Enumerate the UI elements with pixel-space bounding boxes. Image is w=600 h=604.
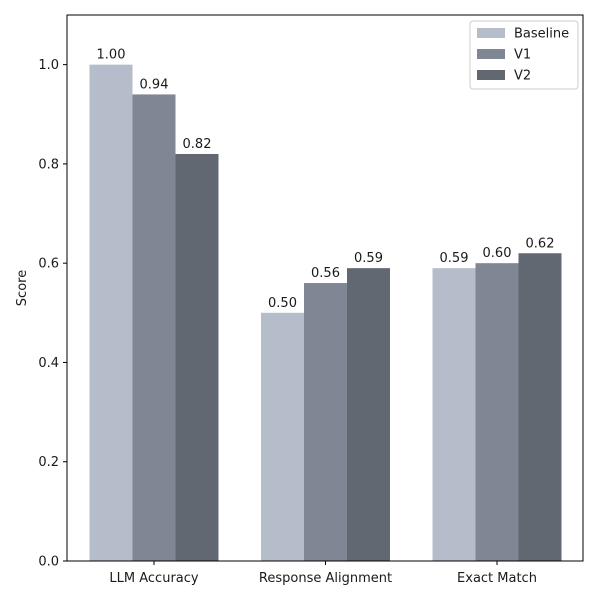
legend: Baseline V1 V2 — [469, 20, 579, 90]
bar-v1-0 — [132, 94, 176, 561]
y-tick-label: 0.6 — [38, 257, 59, 272]
y-axis-label: Score — [15, 270, 30, 306]
legend-swatch-baseline — [477, 28, 505, 38]
bar-v2-1 — [347, 268, 390, 561]
legend-swatch-v1 — [477, 49, 505, 59]
value-labels-layer: 1.00 0.94 0.82 0.50 0.56 0.59 0.59 0.60 0.62 — [97, 48, 555, 311]
value-label: 0.56 — [311, 266, 340, 281]
bar-baseline-1 — [261, 312, 304, 561]
x-tick-label: LLM Accuracy — [109, 571, 198, 586]
bar-baseline-2 — [432, 268, 476, 561]
axes-layer: 0.0 0.2 0.4 0.6 0.8 1.0 LLM Accuracy Response A… — [15, 14, 584, 586]
x-tick-label: Response Alignment — [259, 571, 392, 586]
legend-swatch-v2 — [477, 70, 505, 80]
bar-v2-0 — [175, 153, 219, 561]
value-label: 0.59 — [440, 251, 469, 266]
y-tick-label: 0.0 — [38, 555, 59, 570]
legend-label-v2: V2 — [514, 69, 531, 84]
bar-v1-1 — [304, 283, 347, 561]
x-tick-label: Exact Match — [457, 571, 537, 586]
y-tick-label: 1.0 — [38, 58, 59, 73]
bar-v1-2 — [475, 263, 519, 561]
y-tick-label: 0.4 — [38, 356, 59, 371]
value-label: 0.50 — [268, 296, 297, 311]
value-label: 0.59 — [354, 251, 383, 266]
value-label: 0.62 — [526, 236, 555, 251]
legend-label-baseline: Baseline — [514, 27, 569, 42]
value-label: 0.60 — [483, 246, 512, 261]
value-label: 0.82 — [183, 137, 212, 152]
legend-label-v1: V1 — [514, 48, 531, 63]
bar-v2-2 — [518, 253, 562, 561]
value-label: 0.94 — [140, 77, 169, 92]
bars-layer — [89, 64, 562, 562]
bar-baseline-0 — [89, 64, 133, 562]
y-tick-label: 0.2 — [38, 455, 59, 470]
y-tick-label: 0.8 — [38, 157, 59, 172]
value-label: 1.00 — [97, 48, 126, 63]
